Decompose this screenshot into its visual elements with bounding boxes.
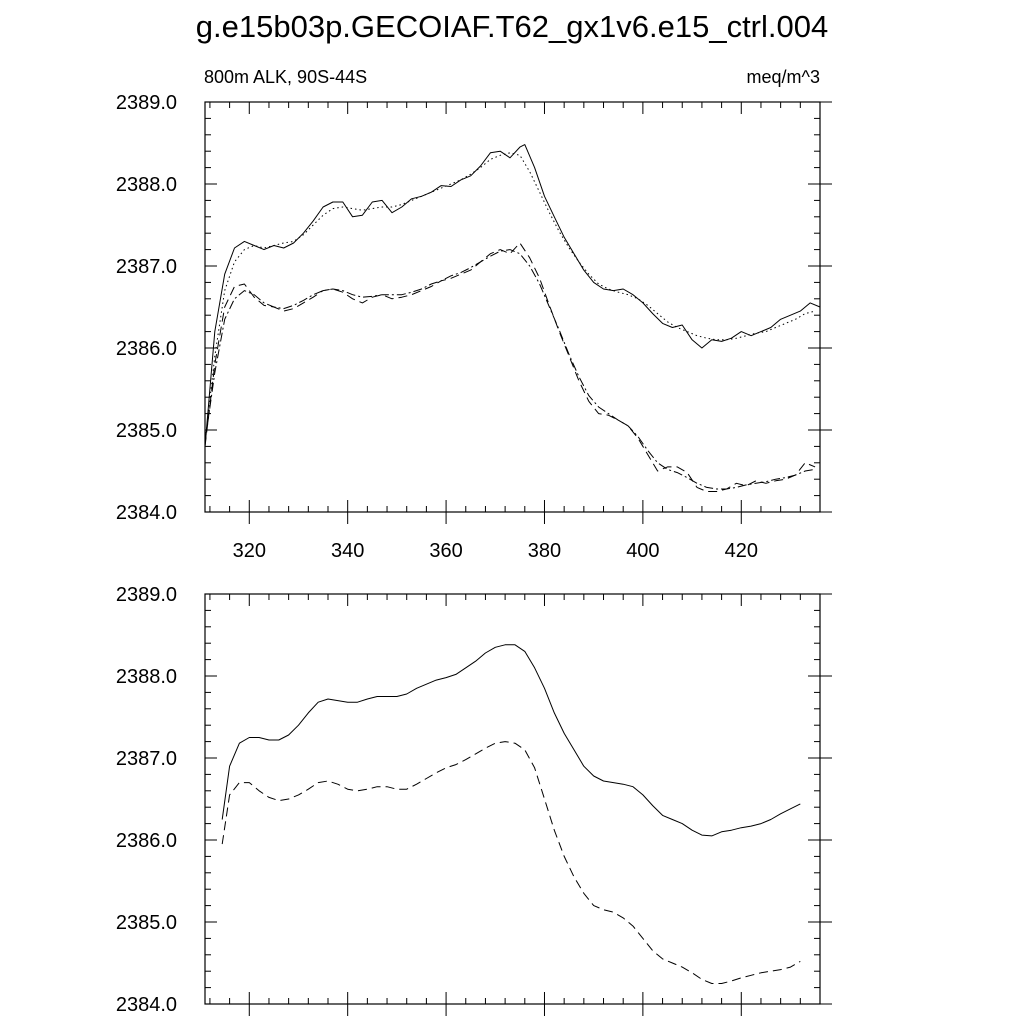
x-tick-label: 340: [331, 540, 364, 562]
series-line-solid: [221, 644, 801, 837]
y-tick-label: 2385.0: [116, 912, 177, 934]
tick-marks: [205, 101, 832, 524]
y-tick-label: 2387.0: [116, 256, 177, 278]
y-tick-labels: 2384.0 2385.0 2386.0 2387.0 2388.0 2389.0: [116, 584, 177, 1016]
y-tick-label: 2387.0: [116, 748, 177, 770]
y-tick-label: 2384.0: [116, 502, 177, 524]
plot-frame: [204, 101, 821, 513]
x-tick-label: 400: [626, 540, 659, 562]
series-lines: [204, 144, 821, 492]
y-tick-label: 2385.0: [116, 420, 177, 442]
series-line-solid: [204, 144, 821, 447]
series-lines: [221, 644, 801, 984]
series-line-dotted: [204, 152, 816, 443]
plot-frame: [204, 593, 821, 1005]
panel-top: 800m ALK, 90S-44S meq/m^3 320 340 360 380 40…: [116, 67, 832, 562]
y-tick-label: 2389.0: [116, 92, 177, 114]
x-tick-label: 320: [233, 540, 266, 562]
x-tick-label: 360: [429, 540, 462, 562]
series-line-dashed: [221, 741, 801, 984]
panel-unit-label: meq/m^3: [747, 67, 820, 87]
y-tick-label: 2388.0: [116, 174, 177, 196]
y-tick-label: 2389.0: [116, 584, 177, 606]
y-tick-label: 2388.0: [116, 666, 177, 688]
panel-left-label: 800m ALK, 90S-44S: [204, 67, 367, 87]
series-line-dashdot: [204, 249, 816, 490]
x-tick-label: 420: [725, 540, 758, 562]
series-line-dashed: [204, 242, 816, 492]
tick-marks: [205, 593, 832, 1016]
x-tick-labels: 320 340 360 380 400 420: [233, 540, 758, 562]
x-tick-label: 380: [528, 540, 561, 562]
y-tick-labels: 2384.0 2385.0 2386.0 2387.0 2388.0 2389.0: [116, 92, 177, 524]
panel-bottom: 2384.0 2385.0 2386.0 2387.0 2388.0 2389.0: [116, 584, 832, 1016]
y-tick-label: 2384.0: [116, 994, 177, 1016]
y-tick-label: 2386.0: [116, 830, 177, 852]
figure-title: g.e15b03p.GECOIAF.T62_gx1v6.e15_ctrl.004: [196, 9, 828, 44]
y-tick-label: 2386.0: [116, 338, 177, 360]
